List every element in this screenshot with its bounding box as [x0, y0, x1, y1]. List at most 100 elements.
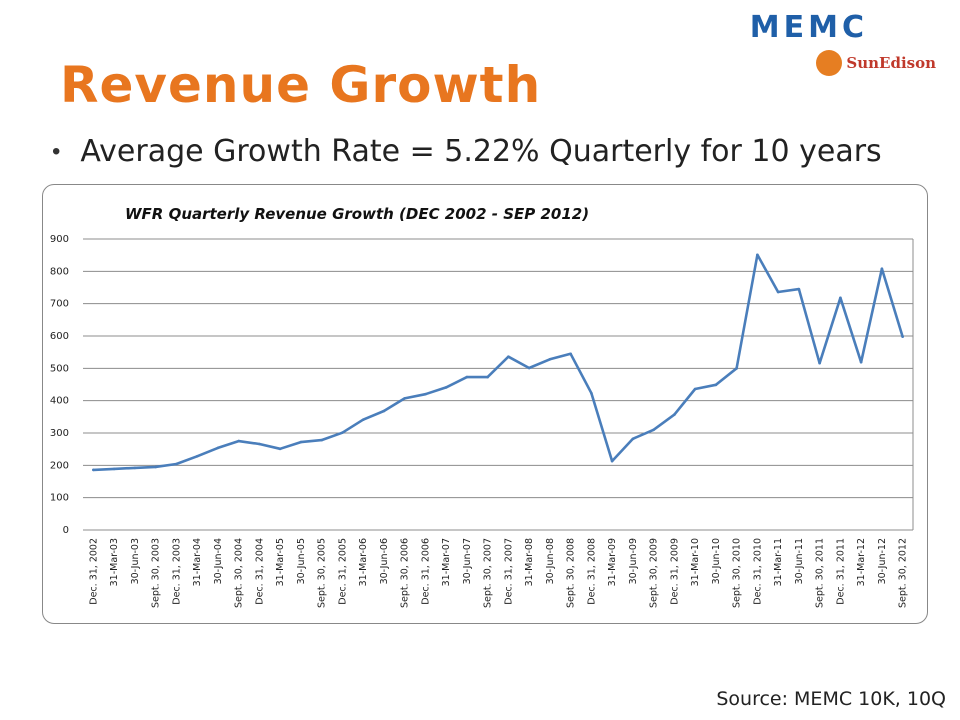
data-point	[133, 466, 137, 470]
x-tick-label: 31-Mar-04	[192, 538, 203, 586]
x-tick-label: Sept. 30, 2010	[732, 538, 743, 608]
data-point	[714, 383, 718, 387]
y-tick-label: 100	[50, 493, 69, 504]
data-point	[527, 366, 531, 370]
series-line	[92, 253, 904, 472]
data-point	[258, 442, 261, 446]
y-tick-label: 800	[50, 266, 69, 277]
data-point	[839, 296, 842, 300]
data-point	[569, 352, 572, 356]
data-point	[382, 409, 386, 413]
data-point	[631, 437, 635, 441]
data-point	[486, 375, 489, 379]
x-tick-label: 31-Mar-11	[773, 538, 784, 586]
data-point	[320, 438, 323, 442]
x-tick-label: 30-Jun-10	[711, 538, 722, 584]
x-tick-label: 30-Jun-04	[213, 538, 224, 584]
data-point	[424, 392, 427, 396]
x-tick-label: Dec. 31, 2010	[752, 538, 763, 605]
data-point	[880, 267, 884, 271]
x-tick-label: 31-Mar-05	[275, 538, 286, 586]
x-tick-label: Sept. 30, 2008	[566, 538, 577, 608]
x-tick-label: Dec. 31, 2006	[420, 538, 431, 605]
data-point	[693, 387, 697, 391]
x-tick-label: Dec. 31, 2007	[503, 538, 514, 605]
slide-title: Revenue Growth	[60, 56, 542, 114]
x-tick-label: 30-Jun-08	[545, 538, 556, 584]
x-tick-label: 30-Jun-12	[877, 538, 888, 584]
data-point	[756, 253, 759, 257]
x-tick-label: Dec. 31, 2008	[586, 538, 597, 605]
data-point	[216, 446, 220, 450]
x-tick-label: 31-Mar-08	[524, 538, 535, 586]
x-tick-label: Dec. 31, 2005	[337, 538, 348, 605]
y-tick-label: 0	[63, 525, 69, 536]
revenue-line-chart: WFR Quarterly Revenue Growth (DEC 2002 -…	[50, 205, 914, 608]
sunedison-logo: SunEdison	[816, 50, 936, 76]
x-tick-label: 30-Jun-05	[296, 538, 307, 584]
x-tick-label: Dec. 31, 2004	[254, 538, 265, 605]
y-tick-label: 300	[50, 428, 69, 439]
y-tick-label: 600	[50, 331, 69, 342]
sunedison-logo-text: SunEdison	[846, 54, 936, 72]
x-tick-label: 30-Jun-11	[794, 538, 805, 584]
data-point	[444, 386, 448, 389]
x-tick-label: Sept. 30, 2011	[815, 538, 826, 608]
x-tick-label: Sept. 30, 2005	[317, 538, 328, 608]
data-point	[237, 439, 240, 443]
data-point	[652, 428, 655, 432]
bullet-text: Average Growth Rate = 5.22% Quarterly fo…	[80, 134, 882, 169]
data-point	[112, 467, 116, 471]
data-point	[901, 335, 904, 338]
x-tick-label: 31-Mar-09	[607, 538, 618, 586]
data-point	[195, 454, 199, 458]
memc-logo: MEMC	[749, 10, 868, 45]
bullet-item: • Average Growth Rate = 5.22% Quarterly …	[52, 134, 882, 169]
x-tick-label: 30-Jun-06	[379, 538, 390, 584]
data-point	[92, 468, 95, 472]
data-point	[548, 357, 552, 361]
data-point	[341, 431, 344, 434]
data-point	[590, 391, 593, 395]
data-point	[776, 290, 780, 294]
data-point	[465, 375, 469, 379]
x-tick-label: 31-Mar-12	[856, 538, 867, 586]
data-point	[610, 459, 614, 463]
data-point	[797, 287, 801, 291]
data-point	[673, 413, 676, 416]
data-point	[507, 355, 510, 358]
logo-area: MEMC SunEdison	[720, 0, 960, 110]
x-tick-label: 30-Jun-07	[462, 538, 473, 584]
x-tick-label: Sept. 30, 2007	[483, 538, 494, 608]
y-tick-label: 500	[50, 363, 69, 374]
data-point	[818, 361, 821, 365]
x-tick-label: Dec. 31, 2011	[835, 538, 846, 605]
x-tick-label: Dec. 31, 2003	[171, 538, 182, 605]
x-tick-label: 31-Mar-07	[441, 538, 452, 586]
data-point	[278, 447, 282, 451]
x-tick-label: Sept. 30, 2004	[234, 538, 245, 608]
x-tick-label: 31-Mar-06	[358, 538, 369, 586]
data-point	[154, 465, 157, 469]
y-tick-label: 200	[50, 460, 69, 471]
x-tick-label: 30-Jun-09	[628, 538, 639, 584]
x-tick-label: Sept. 30, 2006	[400, 538, 411, 608]
y-tick-label: 900	[50, 234, 69, 245]
source-note: Source: MEMC 10K, 10Q	[716, 688, 946, 710]
x-tick-label: Dec. 31, 2009	[669, 538, 680, 605]
x-tick-label: Dec. 31, 2002	[88, 538, 99, 605]
x-tick-label: Sept. 30, 2009	[649, 538, 660, 608]
x-tick-label: 31-Mar-10	[690, 538, 701, 586]
data-point	[735, 367, 738, 370]
data-point	[859, 360, 863, 364]
y-tick-label: 700	[50, 299, 69, 310]
data-point	[403, 397, 406, 400]
bullet-dot-icon: •	[52, 137, 61, 165]
data-point	[299, 440, 303, 444]
sun-swirl-icon	[816, 50, 843, 76]
x-tick-label: Sept. 30, 2012	[898, 538, 909, 608]
x-tick-label: Sept. 30, 2003	[151, 538, 162, 608]
x-tick-label: 30-Jun-03	[130, 538, 141, 584]
y-tick-label: 400	[50, 396, 69, 407]
chart-title: WFR Quarterly Revenue Growth (DEC 2002 -…	[125, 205, 589, 223]
